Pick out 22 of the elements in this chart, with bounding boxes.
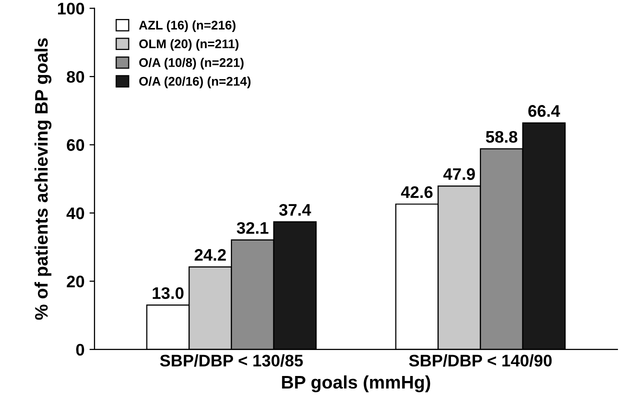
x-tick-label: SBP/DBP < 140/90 [409,354,552,367]
data-label: 37.4 [279,204,312,216]
y-tick-label: 20 [66,276,84,288]
data-label: 24.2 [194,249,226,261]
data-label: 66.4 [528,105,560,117]
data-label: 13.0 [152,287,184,300]
data-label: 58.8 [486,130,518,143]
y-tick-label: 80 [66,70,84,83]
x-tick-label: SBP/DBP < 130/85 [160,354,303,367]
legend-label: O/A (20/16) (n=214) [139,76,251,88]
y-axis-title: % of patients achieving BP goals [34,38,52,320]
legend-label: AZL (16) (n=216) [139,20,236,32]
data-label: 47.9 [443,168,475,180]
y-tick-label: 100 [58,2,84,15]
data-label: 32.1 [236,222,268,234]
legend-label: O/A (10/8) (n=221) [139,58,244,70]
y-tick-label: 60 [66,139,84,151]
legend-label: OLM (20) (n=211) [139,39,238,51]
y-tick-label: 0 [76,344,84,356]
y-tick-label: 40 [66,207,84,220]
data-label: 42.6 [400,186,433,198]
x-axis-title: BP goals (mmHg) [282,375,430,392]
